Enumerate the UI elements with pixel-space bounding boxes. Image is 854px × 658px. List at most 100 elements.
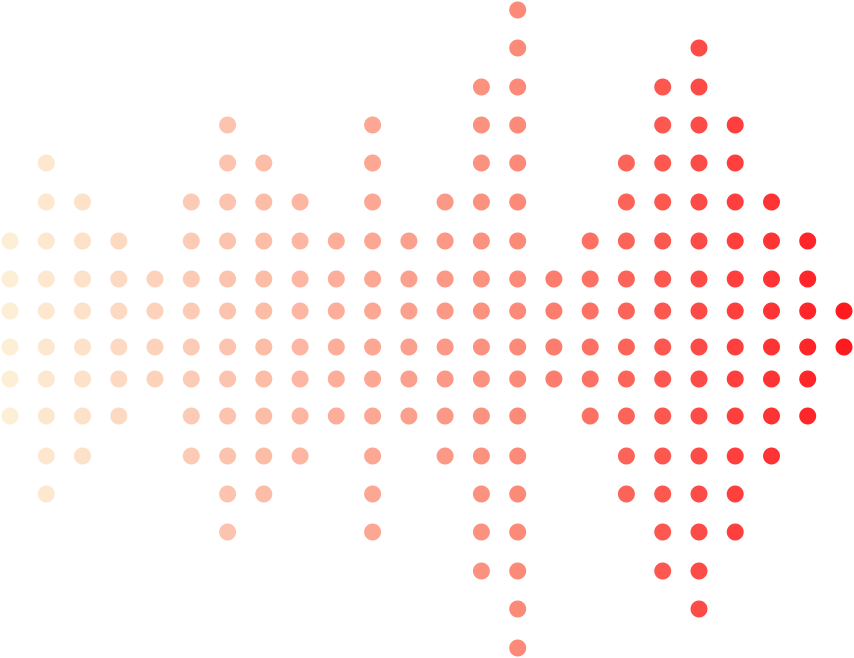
- waveform-dot: [509, 370, 527, 388]
- waveform-dot: [509, 116, 527, 134]
- waveform-dot: [146, 338, 164, 356]
- waveform-dot: [291, 447, 309, 465]
- waveform-dot: [690, 78, 708, 96]
- waveform-dot: [291, 407, 309, 425]
- waveform-dot: [219, 270, 237, 288]
- waveform-dot: [690, 39, 708, 57]
- waveform-dot: [690, 154, 708, 172]
- waveform-dot: [1, 407, 19, 425]
- waveform-dot: [654, 154, 672, 172]
- waveform-dot: [509, 523, 527, 541]
- waveform-dot: [182, 338, 200, 356]
- waveform-dot: [74, 338, 91, 356]
- waveform-dot: [74, 193, 91, 211]
- waveform-dot: [654, 338, 672, 356]
- waveform-dot: [255, 485, 273, 503]
- waveform-dot: [763, 302, 780, 320]
- waveform-dot: [472, 232, 490, 250]
- waveform-dot: [654, 562, 672, 580]
- waveform-dot: [617, 370, 635, 388]
- waveform-dot: [182, 193, 200, 211]
- waveform-dot: [182, 447, 200, 465]
- waveform-dot: [690, 232, 708, 250]
- waveform-dot: [581, 370, 599, 388]
- waveform-dot: [1, 338, 19, 356]
- waveform-dot: [364, 485, 382, 503]
- waveform-dot: [654, 232, 672, 250]
- waveform-dot: [1, 232, 19, 250]
- waveform-dot: [182, 232, 200, 250]
- waveform-dot: [37, 154, 55, 172]
- waveform-dot: [799, 270, 817, 288]
- waveform-dot: [509, 302, 527, 320]
- waveform-dot: [219, 338, 237, 356]
- waveform-dot: [726, 193, 744, 211]
- waveform-dot: [255, 407, 273, 425]
- waveform-dot: [472, 407, 490, 425]
- waveform-dot: [545, 338, 563, 356]
- waveform-dot: [654, 523, 672, 541]
- waveform-dot: [400, 270, 418, 288]
- waveform-dot: [182, 302, 200, 320]
- waveform-dot: [617, 302, 635, 320]
- waveform-dot: [617, 407, 635, 425]
- waveform-dot: [110, 338, 128, 356]
- waveform-dot: [617, 338, 635, 356]
- waveform-dot: [327, 370, 345, 388]
- waveform-dot: [690, 523, 708, 541]
- waveform-dot: [291, 232, 309, 250]
- waveform-dot: [472, 154, 490, 172]
- waveform-dot: [364, 523, 382, 541]
- waveform-dot: [509, 600, 527, 618]
- waveform-dot: [255, 338, 273, 356]
- waveform-dot: [436, 232, 454, 250]
- waveform-dot: [690, 370, 708, 388]
- waveform-dot: [1, 270, 19, 288]
- waveform-dot: [581, 338, 599, 356]
- waveform-dot: [364, 116, 382, 134]
- waveform-dot: [219, 193, 237, 211]
- waveform-dot: [37, 485, 55, 503]
- waveform-dot: [617, 485, 635, 503]
- waveform-dot: [472, 193, 490, 211]
- waveform-dot: [654, 370, 672, 388]
- waveform-dot: [509, 447, 527, 465]
- waveform-dot: [400, 302, 418, 320]
- waveform-dot: [726, 154, 744, 172]
- waveform-dot: [37, 447, 55, 465]
- waveform-dot: [654, 447, 672, 465]
- waveform-dot: [400, 232, 418, 250]
- waveform-dot: [74, 270, 91, 288]
- waveform-dot: [509, 39, 527, 57]
- waveform-dot: [581, 270, 599, 288]
- waveform-dot: [799, 370, 817, 388]
- waveform-dot: [472, 302, 490, 320]
- waveform-dot: [146, 302, 164, 320]
- waveform-dot: [509, 78, 527, 96]
- waveform-dot: [255, 232, 273, 250]
- waveform-dot: [436, 270, 454, 288]
- waveform-dot: [472, 338, 490, 356]
- waveform-dot: [545, 302, 563, 320]
- waveform-dot: [110, 302, 128, 320]
- waveform-dot: [690, 302, 708, 320]
- waveform-dot: [654, 78, 672, 96]
- waveform-dot: [690, 485, 708, 503]
- waveform-dot: [327, 232, 345, 250]
- waveform-dot: [835, 338, 853, 356]
- waveform-dot: [690, 270, 708, 288]
- waveform-dot: [690, 600, 708, 618]
- waveform-dot: [581, 407, 599, 425]
- waveform-dot: [509, 270, 527, 288]
- waveform-dot: [690, 338, 708, 356]
- waveform-dot: [472, 116, 490, 134]
- waveform-dot: [255, 447, 273, 465]
- waveform-dot: [581, 232, 599, 250]
- waveform-dot: [364, 338, 382, 356]
- waveform-dot: [1, 370, 19, 388]
- waveform-dot: [799, 338, 817, 356]
- waveform-dot: [472, 447, 490, 465]
- waveform-dot: [327, 270, 345, 288]
- waveform-dot: [509, 193, 527, 211]
- waveform-dot: [219, 523, 237, 541]
